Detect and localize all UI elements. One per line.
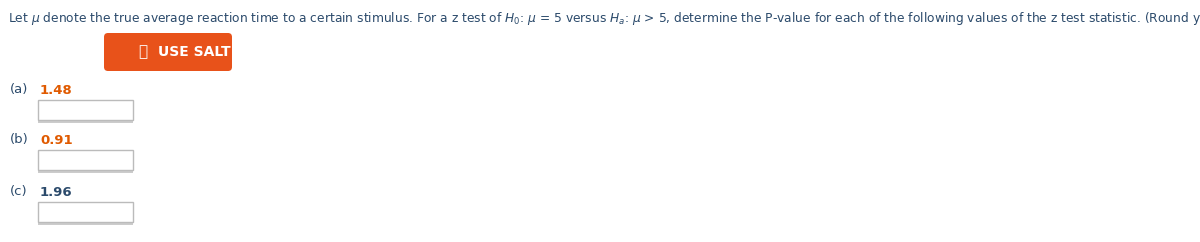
Bar (38, 202, 133, 222)
Bar (38, 170, 133, 173)
Bar (38, 120, 133, 123)
Text: ⎓: ⎓ (138, 45, 148, 60)
Bar (38, 150, 133, 170)
Text: Let $\mu$ denote the true average reaction time to a certain stimulus. For a z t: Let $\mu$ denote the true average reacti… (8, 10, 1200, 27)
FancyBboxPatch shape (104, 33, 232, 71)
Text: USE SALT: USE SALT (158, 45, 230, 59)
Bar (38, 100, 133, 120)
Text: (b): (b) (10, 134, 29, 146)
Text: (a): (a) (10, 83, 29, 97)
Text: 1.96: 1.96 (40, 186, 73, 198)
Bar (38, 222, 133, 225)
Text: (c): (c) (10, 186, 28, 198)
Text: 0.91: 0.91 (40, 134, 73, 146)
Text: 1.48: 1.48 (40, 83, 73, 97)
